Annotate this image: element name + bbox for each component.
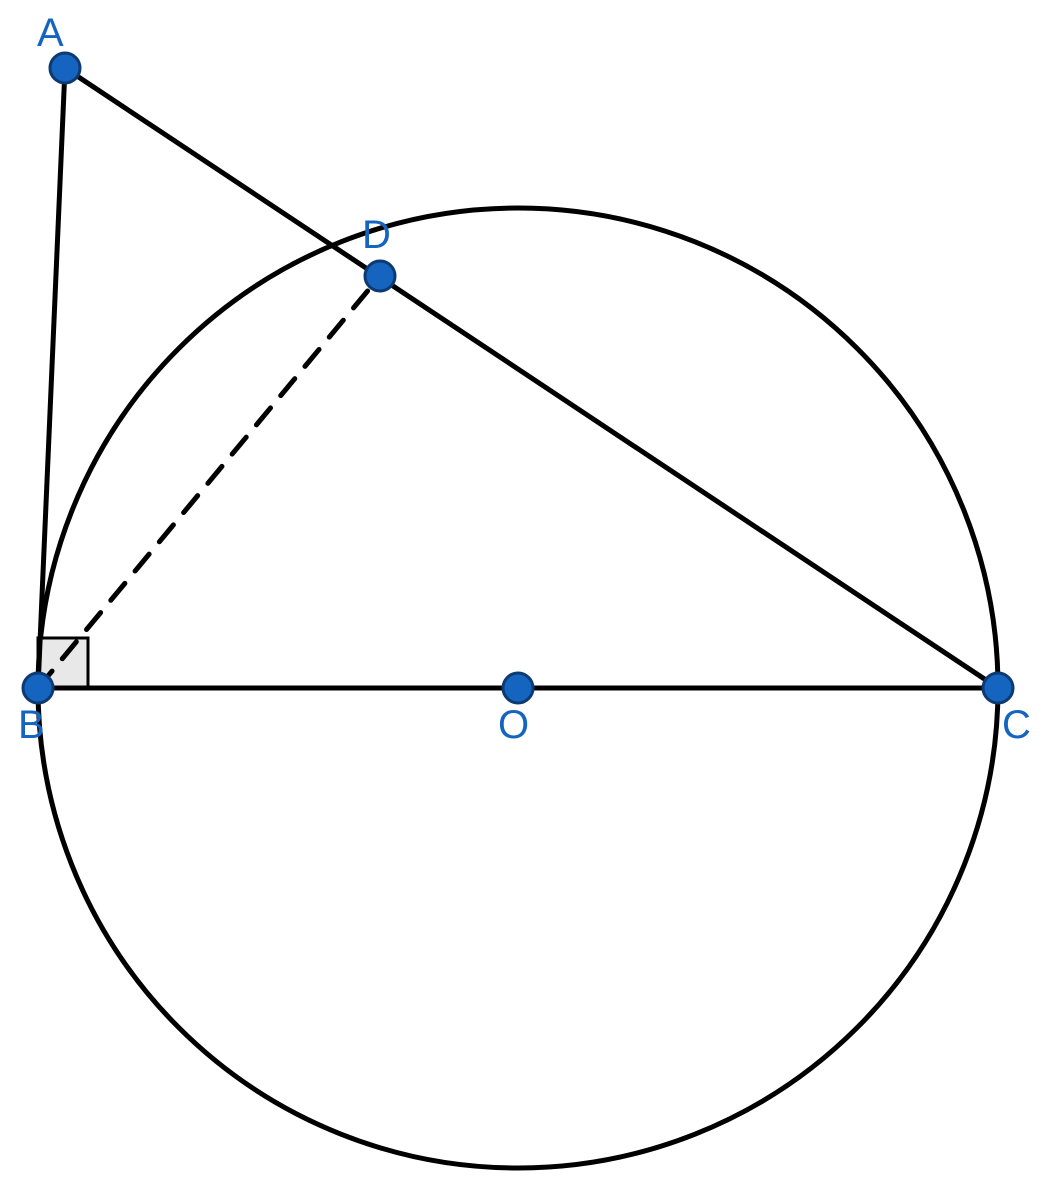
point-o: [503, 673, 533, 703]
label-b: B: [18, 703, 45, 747]
label-c: C: [1002, 703, 1031, 747]
point-d: [365, 261, 395, 291]
point-c: [983, 673, 1013, 703]
point-b: [23, 673, 53, 703]
label-a: A: [37, 11, 64, 55]
label-d: D: [362, 213, 391, 257]
point-a: [50, 53, 80, 83]
label-o: O: [498, 703, 529, 747]
